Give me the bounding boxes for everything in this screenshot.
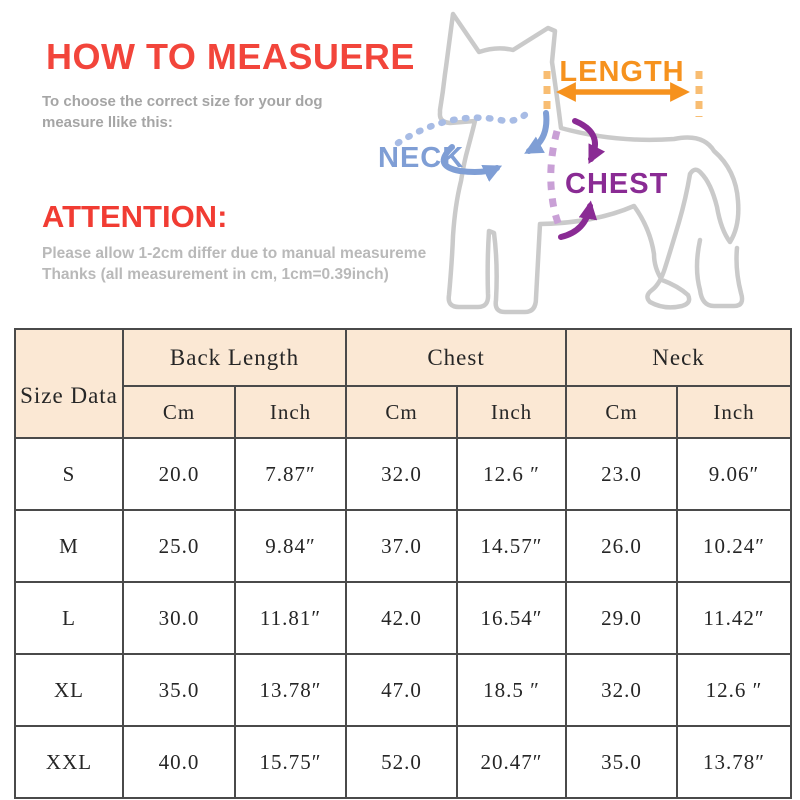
table-cell: 12.6 ″: [676, 653, 793, 727]
subtitle: To choose the correct size for your dog …: [42, 91, 323, 133]
unit-header: Inch: [676, 385, 793, 439]
dog-far-hind-leg: [694, 237, 745, 309]
dog-measurement-diagram: LENGTH NECK CHEST: [378, 11, 745, 315]
table-cell: 42.0: [345, 581, 458, 655]
table-cell: 32.0: [345, 437, 458, 511]
size-chart-table: Size Data Back Length Chest Neck Cm Inch…: [14, 328, 793, 799]
length-annotation: LENGTH: [543, 56, 703, 117]
note-line-2: Thanks (all measurement in cm, 1cm=0.39i…: [42, 266, 389, 283]
unit-header: Cm: [565, 385, 679, 439]
table-cell: 16.54″: [455, 581, 568, 655]
chest-label: CHEST: [565, 168, 668, 200]
subtitle-line-2: measure llike this:: [42, 114, 173, 131]
table-cell: 23.0: [565, 437, 679, 511]
group-header-row: Size Data Back Length Chest Neck: [14, 328, 793, 439]
table-cell: 15.75″: [234, 725, 347, 799]
table-cell: 40.0: [122, 725, 236, 799]
table-cell: 52.0: [345, 725, 458, 799]
table-cell: 29.0: [565, 581, 679, 655]
table-cell: 35.0: [565, 725, 679, 799]
unit-header: Cm: [345, 385, 458, 439]
chest-arrow-top: [572, 118, 606, 164]
table-cell: 12.6 ″: [455, 437, 568, 511]
table-cell: 30.0: [122, 581, 236, 655]
group-header-neck: Neck: [565, 328, 793, 387]
table-row-xl: XL 35.0 13.78″ 47.0 18.5 ″ 32.0 12.6 ″: [14, 653, 793, 727]
table-cell: 32.0: [565, 653, 679, 727]
unit-header: Inch: [455, 385, 568, 439]
size-label: L: [14, 581, 124, 655]
table-cell: 11.42″: [676, 581, 793, 655]
table-cell: 14.57″: [455, 509, 568, 583]
table-cell: 9.84″: [234, 509, 347, 583]
table-cell: 20.0: [122, 437, 236, 511]
neck-annotation: NECK: [378, 106, 550, 182]
subtitle-line-1: To choose the correct size for your dog: [42, 93, 323, 110]
page-title: HOW TO MEASUERE: [46, 36, 415, 77]
chest-dashed-line: [547, 130, 565, 232]
table-cell: 20.47″: [455, 725, 568, 799]
table-row-xxl: XXL 40.0 15.75″ 52.0 20.47″ 35.0 13.78″: [14, 725, 793, 799]
size-label: S: [14, 437, 124, 511]
table-cell: 9.06″: [676, 437, 793, 511]
chest-arrow-bottom: [558, 200, 598, 240]
neck-label: NECK: [378, 142, 464, 174]
table-cell: 26.0: [565, 509, 679, 583]
length-label: LENGTH: [559, 56, 684, 88]
table-cell: 7.87″: [234, 437, 347, 511]
chest-annotation: CHEST: [547, 118, 668, 240]
table-row-s: S 20.0 7.87″ 32.0 12.6 ″ 23.0 9.06″: [14, 437, 793, 511]
table-cell: 10.24″: [676, 509, 793, 583]
size-label: XL: [14, 653, 124, 727]
group-header-back-length: Back Length: [122, 328, 347, 387]
table-cell: 18.5 ″: [455, 653, 568, 727]
table-row-m: M 25.0 9.84″ 37.0 14.57″ 26.0 10.24″: [14, 509, 793, 583]
note-line-1: Please allow 1-2cm differ due to manual …: [42, 245, 427, 262]
table-cell: 11.81″: [234, 581, 347, 655]
attention-heading: ATTENTION:: [42, 199, 228, 234]
measurement-note: Please allow 1-2cm differ due to manual …: [42, 243, 426, 285]
unit-header: Inch: [234, 385, 347, 439]
unit-header: Cm: [122, 385, 236, 439]
corner-cell-size-data: Size Data: [14, 328, 124, 439]
group-header-chest: Chest: [344, 328, 568, 387]
size-label: M: [14, 509, 124, 583]
table-cell: 13.78″: [234, 653, 347, 727]
neck-arrow-small: [440, 144, 503, 182]
table-row-l: L 30.0 11.81″ 42.0 16.54″ 29.0 11.42″: [14, 581, 793, 655]
corner-label: Size Data: [20, 382, 118, 408]
neck-arrow-big: [524, 110, 550, 154]
table-cell: 37.0: [345, 509, 458, 583]
table-cell: 13.78″: [676, 725, 793, 799]
table-cell: 35.0: [122, 653, 236, 727]
table-cell: 25.0: [122, 509, 236, 583]
unit-header-row: Cm Inch Cm Inch Cm Inch: [15, 385, 793, 439]
table-cell: 47.0: [345, 653, 458, 727]
size-label: XXL: [14, 725, 124, 799]
